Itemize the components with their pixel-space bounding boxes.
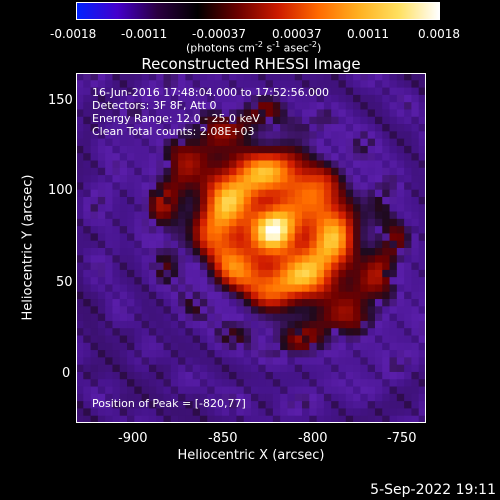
colorbar-tick-3: -0.00037 xyxy=(192,27,246,41)
rhessi-image xyxy=(76,73,426,423)
colorbar-tick-5: 0.0011 xyxy=(347,27,389,41)
colorbar xyxy=(76,2,440,20)
colorbar-units: (photons cm-2 s-1 asec-2) xyxy=(186,40,322,55)
y-axis-label: Heliocentric Y (arcsec) xyxy=(20,174,36,321)
y-tick-100: 100 xyxy=(48,183,73,198)
timestamp: 5-Sep-2022 19:11 xyxy=(370,482,496,498)
y-tick-150: 150 xyxy=(48,93,73,108)
colorbar-tick-1: -0.0018 xyxy=(50,27,97,41)
x-tick-900: -900 xyxy=(118,431,148,446)
x-axis-label: Heliocentric X (arcsec) xyxy=(177,448,325,463)
annotation-detectors: Detectors: 3F 8F, Att 0 xyxy=(92,99,217,112)
y-tick-50: 50 xyxy=(56,275,73,290)
colorbar-tick-2: -0.0011 xyxy=(121,27,168,41)
plot-title: Reconstructed RHESSI Image xyxy=(141,55,361,73)
annotation-clean-counts: Clean Total counts: 2.08E+03 xyxy=(92,125,255,138)
annotation-peak-position: Position of Peak = [-820,77] xyxy=(92,397,246,410)
x-tick-800: -800 xyxy=(298,431,328,446)
colorbar-tick-6: 0.0018 xyxy=(418,27,460,41)
x-tick-850: -850 xyxy=(208,431,238,446)
colorbar-tick-4: 0.00037 xyxy=(272,27,322,41)
annotation-time-range: 16-Jun-2016 17:48:04.000 to 17:52:56.000 xyxy=(92,86,330,99)
y-tick-0: 0 xyxy=(62,366,71,381)
x-tick-750: -750 xyxy=(387,431,417,446)
annotation-energy-range: Energy Range: 12.0 - 25.0 keV xyxy=(92,112,260,125)
